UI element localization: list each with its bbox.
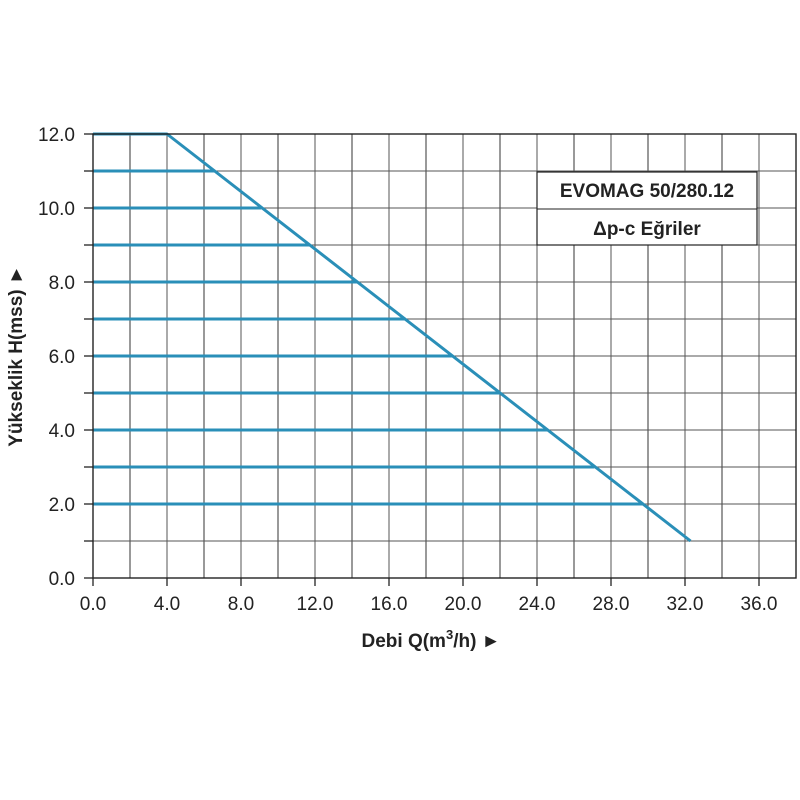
x-tick-label: 28.0 — [593, 594, 630, 615]
x-axis-title-superscript: 3 — [446, 627, 453, 642]
y-tick-label: 0.0 — [49, 569, 75, 590]
y-axis-tick-labels: 0.0 2.0 4.0 6.0 8.0 10.0 12.0 — [38, 125, 75, 590]
y-tick-label: 2.0 — [49, 495, 75, 516]
x-axis-title-main: Debi Q(m — [362, 631, 446, 652]
x-tick-label: 0.0 — [80, 594, 106, 615]
chart-title: EVOMAG 50/280.12 — [560, 181, 734, 202]
x-tick-label: 20.0 — [445, 594, 482, 615]
x-axis-tick-labels: 0.0 4.0 8.0 12.0 16.0 20.0 24.0 28.0 32.0 36.0 — [80, 594, 778, 615]
y-tick-label: 6.0 — [49, 347, 75, 368]
chart-subtitle: Δp-c Eğriler — [593, 219, 701, 240]
x-tick-label: 4.0 — [154, 594, 180, 615]
y-tick-label: 8.0 — [49, 273, 75, 294]
x-tick-label: 8.0 — [228, 594, 254, 615]
x-tick-label: 24.0 — [519, 594, 556, 615]
x-tick-label: 32.0 — [667, 594, 704, 615]
y-axis-title: Yükseklik H(mss) ► — [6, 265, 27, 446]
x-tick-label: 36.0 — [741, 594, 778, 615]
legend-box: EVOMAG 50/280.12 Δp-c Eğriler — [536, 171, 758, 246]
y-tick-label: 12.0 — [38, 125, 75, 146]
x-axis-title: Debi Q(m3/h) ► — [362, 627, 501, 652]
y-tick-label: 10.0 — [38, 199, 75, 220]
axes — [84, 133, 797, 586]
x-tick-label: 12.0 — [297, 594, 334, 615]
x-axis-title-tail: /h) ► — [453, 631, 500, 652]
x-tick-label: 16.0 — [371, 594, 408, 615]
y-tick-label: 4.0 — [49, 421, 75, 442]
